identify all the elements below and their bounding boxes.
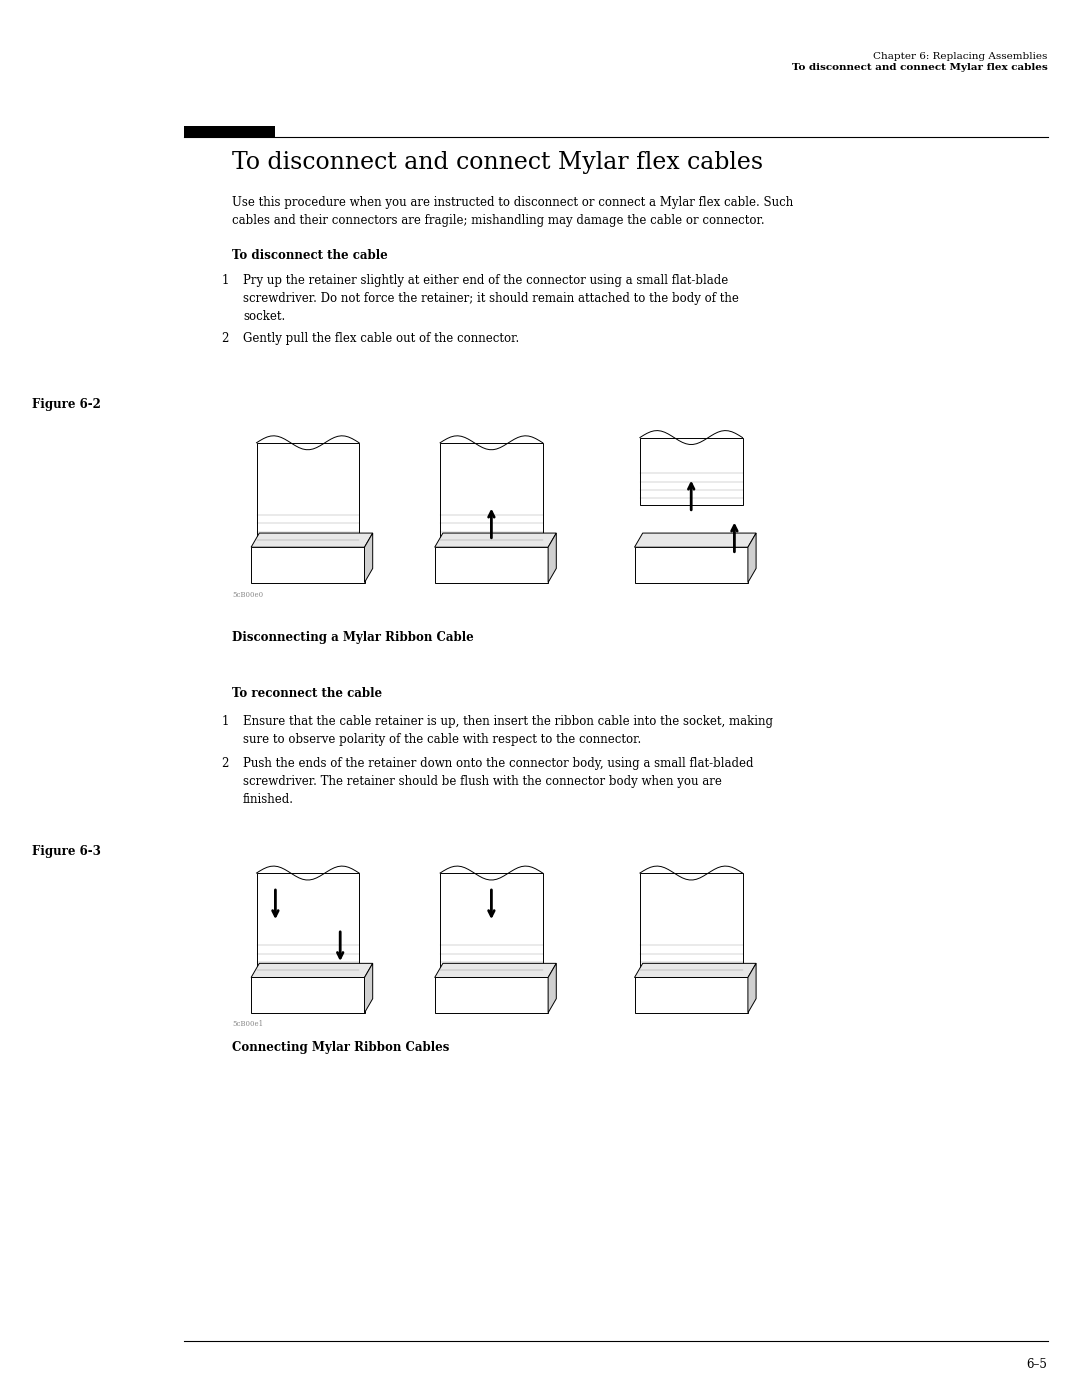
Text: Pry up the retainer slightly at either end of the connector using a small flat-b: Pry up the retainer slightly at either e… <box>243 274 739 323</box>
Bar <box>441 443 543 548</box>
Polygon shape <box>364 964 373 1013</box>
Text: Figure 6-2: Figure 6-2 <box>32 398 102 411</box>
Bar <box>639 437 743 506</box>
Text: 6–5: 6–5 <box>1027 1358 1048 1370</box>
Polygon shape <box>549 964 556 1013</box>
Text: To reconnect the cable: To reconnect the cable <box>232 687 382 700</box>
Text: Push the ends of the retainer down onto the connector body, using a small flat-b: Push the ends of the retainer down onto … <box>243 757 754 806</box>
Text: Chapter 6: Replacing Assemblies: Chapter 6: Replacing Assemblies <box>874 52 1048 60</box>
Text: 2: 2 <box>221 332 229 345</box>
Bar <box>251 978 365 1013</box>
Text: 2: 2 <box>221 757 229 770</box>
Text: To disconnect the cable: To disconnect the cable <box>232 249 388 261</box>
Bar <box>635 548 747 583</box>
Polygon shape <box>747 534 756 583</box>
Polygon shape <box>435 964 556 978</box>
Text: 5cB00e0: 5cB00e0 <box>232 591 264 599</box>
Bar <box>441 873 543 978</box>
Bar <box>435 548 549 583</box>
Polygon shape <box>251 534 373 548</box>
Polygon shape <box>435 534 556 548</box>
Text: Connecting Mylar Ribbon Cables: Connecting Mylar Ribbon Cables <box>232 1041 449 1053</box>
Polygon shape <box>549 534 556 583</box>
Bar <box>257 443 359 548</box>
Bar <box>184 126 275 138</box>
Text: 1: 1 <box>221 715 229 728</box>
Bar <box>257 873 359 978</box>
Text: Disconnecting a Mylar Ribbon Cable: Disconnecting a Mylar Ribbon Cable <box>232 631 474 644</box>
Text: 5cB00e1: 5cB00e1 <box>232 1020 264 1028</box>
Bar <box>251 548 365 583</box>
Text: To disconnect and connect Mylar flex cables: To disconnect and connect Mylar flex cab… <box>792 63 1048 71</box>
Text: Use this procedure when you are instructed to disconnect or connect a Mylar flex: Use this procedure when you are instruct… <box>232 196 794 226</box>
Text: Ensure that the cable retainer is up, then insert the ribbon cable into the sock: Ensure that the cable retainer is up, th… <box>243 715 773 746</box>
Polygon shape <box>635 534 756 548</box>
Text: Gently pull the flex cable out of the connector.: Gently pull the flex cable out of the co… <box>243 332 519 345</box>
Polygon shape <box>364 534 373 583</box>
Text: To disconnect and connect Mylar flex cables: To disconnect and connect Mylar flex cab… <box>232 151 764 173</box>
Bar <box>639 873 743 978</box>
Polygon shape <box>635 964 756 978</box>
Polygon shape <box>251 964 373 978</box>
Text: Figure 6-3: Figure 6-3 <box>32 845 102 858</box>
Bar <box>435 978 549 1013</box>
Polygon shape <box>747 964 756 1013</box>
Bar <box>635 978 747 1013</box>
Text: 1: 1 <box>221 274 229 286</box>
